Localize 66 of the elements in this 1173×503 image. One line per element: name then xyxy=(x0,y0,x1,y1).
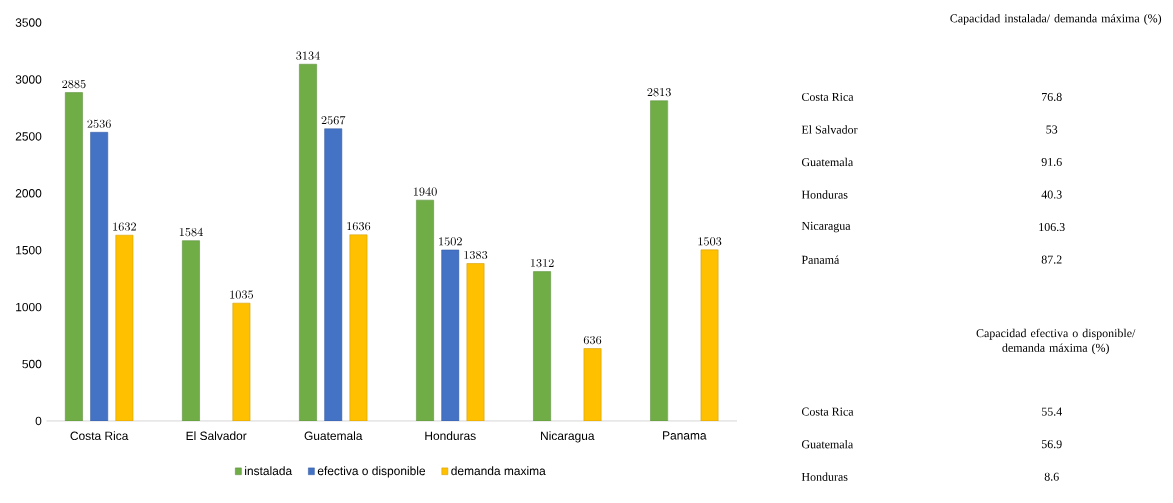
data-label: 636 xyxy=(583,335,602,344)
data-label: 2885 xyxy=(62,79,86,89)
text: Costa Rica xyxy=(801,407,854,416)
bar xyxy=(700,249,719,421)
data-label: 2536 xyxy=(87,119,111,128)
data-label: 2567 xyxy=(321,115,346,125)
text: Guatemala xyxy=(801,157,854,167)
y-tick-label: 500 xyxy=(22,359,42,369)
text: 87.2 xyxy=(1041,255,1062,264)
y-tick-label: 2500 xyxy=(15,132,42,141)
text: Panamá xyxy=(801,255,840,264)
text: 40.3 xyxy=(1041,190,1062,199)
bar xyxy=(299,63,317,421)
y-tick-label: 3000 xyxy=(15,75,42,84)
bar xyxy=(650,100,669,421)
text: 76.8 xyxy=(1042,92,1062,101)
data-label: 1502 xyxy=(439,237,462,246)
text: Costa Rica xyxy=(801,92,854,101)
text: 53 xyxy=(1046,125,1058,134)
bar xyxy=(65,92,83,421)
text: Honduras xyxy=(801,190,848,199)
data-label: 1584 xyxy=(179,227,203,237)
data-label: 1636 xyxy=(347,221,371,231)
bar xyxy=(441,249,460,421)
bar xyxy=(182,240,200,421)
y-tick-label: 1000 xyxy=(16,302,42,312)
bar xyxy=(324,128,343,421)
text: 106.3 xyxy=(1039,222,1065,231)
bar xyxy=(583,348,602,421)
x-tick-label: Nicaragua xyxy=(541,431,595,443)
text: 56.9 xyxy=(1041,440,1062,449)
y-tick-label: 0 xyxy=(35,416,42,426)
x-tick-label: Panama xyxy=(663,431,707,440)
bar xyxy=(349,234,368,421)
text: El Salvador xyxy=(801,125,858,134)
legend-label: instalada xyxy=(245,466,293,476)
text: Guatemala xyxy=(801,439,854,449)
bar xyxy=(232,302,251,421)
bar xyxy=(115,234,134,421)
y-tick-label: 1500 xyxy=(16,245,42,255)
x-tick-label: Guatemala xyxy=(304,431,363,440)
data-label: 1312 xyxy=(530,258,554,268)
text: Capacidad efectiva o disponible/ demanda máxima (%) xyxy=(976,328,1136,355)
x-tick-label: Costa Rica xyxy=(70,431,129,440)
data-label: 1383 xyxy=(464,250,488,259)
legend-label: efectiva o disponible xyxy=(317,466,426,478)
data-label: 1940 xyxy=(413,187,437,196)
text: 91.6 xyxy=(1041,157,1062,166)
x-tick-label: El Salvador xyxy=(186,431,247,440)
text: Honduras xyxy=(801,472,848,481)
bar xyxy=(533,271,551,421)
data-label: 2813 xyxy=(647,87,671,97)
bar xyxy=(90,131,109,421)
text: 8.6 xyxy=(1044,472,1059,481)
text: Capacidad instalada/ demanda máxima (%) xyxy=(950,13,1162,25)
x-tick-label: Honduras xyxy=(425,431,476,440)
data-label: 1503 xyxy=(698,237,722,246)
text: Nicaragua xyxy=(801,221,851,233)
text: 55.4 xyxy=(1041,407,1062,416)
legend-label: demanda maxima xyxy=(451,466,546,476)
y-tick-label: 2000 xyxy=(15,188,42,198)
y-tick-label: 3500 xyxy=(15,18,42,27)
data-label: 1632 xyxy=(113,222,137,231)
data-label: 3134 xyxy=(296,51,320,60)
bar xyxy=(416,199,434,421)
data-label: 1035 xyxy=(230,290,254,299)
